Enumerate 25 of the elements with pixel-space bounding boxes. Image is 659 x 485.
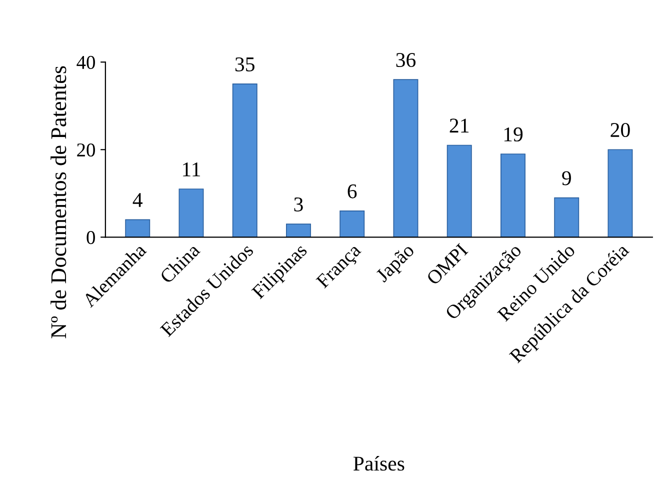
data-label: 6 [348, 184, 357, 198]
data-label: 9 [562, 171, 571, 186]
y-tick-label: 20 [77, 143, 95, 157]
data-label: 20 [610, 123, 630, 138]
data-label: 21 [450, 118, 469, 132]
data-label: 11 [183, 162, 200, 176]
x-axis-title: Países [353, 456, 404, 471]
data-label: 36 [396, 53, 416, 68]
bar [446, 144, 472, 238]
bar [393, 79, 418, 238]
bar [500, 154, 526, 238]
data-label: 19 [504, 127, 523, 142]
y-tick-label: 0 [86, 230, 95, 244]
bar [178, 188, 204, 238]
data-label: 35 [235, 57, 254, 72]
bar [554, 197, 580, 238]
bar [608, 149, 633, 238]
bar [125, 219, 150, 238]
data-label: 4 [132, 193, 142, 207]
data-label: 3 [294, 197, 303, 212]
bar [232, 84, 258, 238]
bar [340, 210, 365, 238]
y-axis-title: Nº de Documentos de Patentes [50, 66, 66, 338]
y-tick-label: 40 [76, 56, 95, 70]
bar [286, 224, 311, 238]
